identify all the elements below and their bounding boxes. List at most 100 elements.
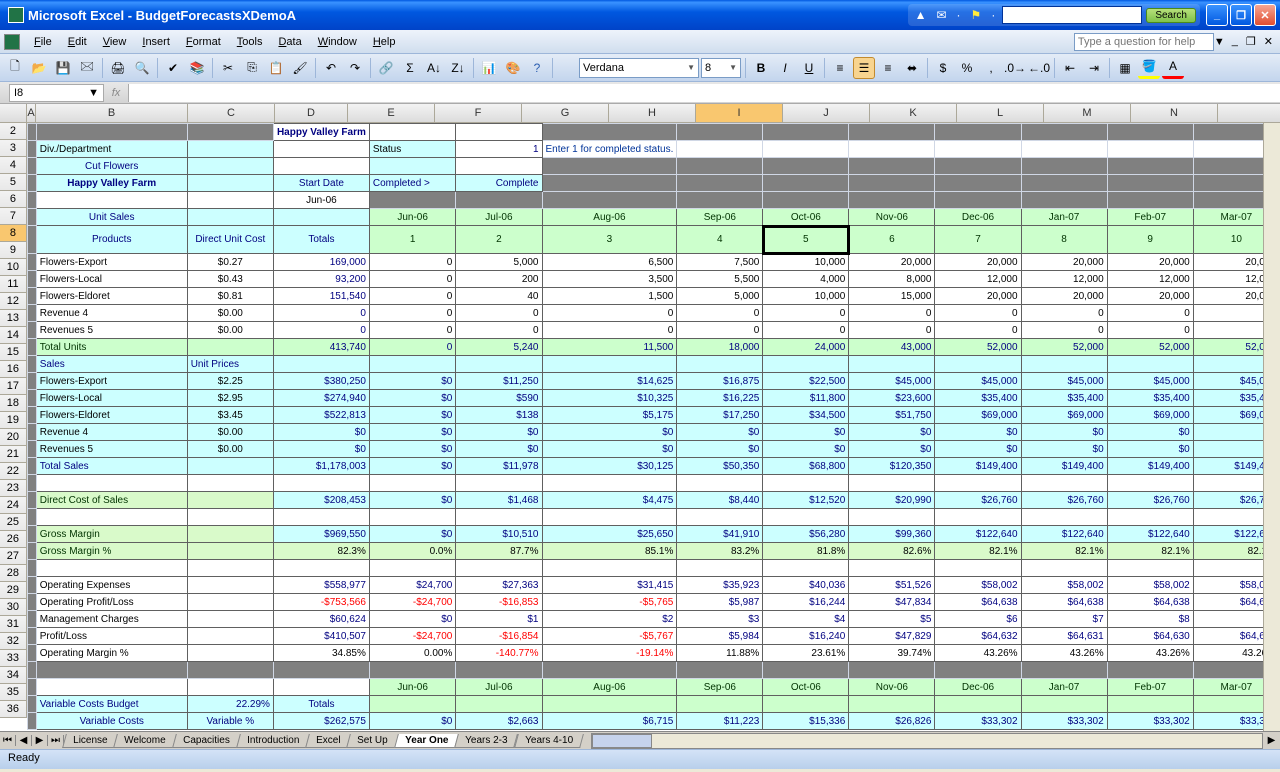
cell[interactable]: 7,500 <box>677 254 763 271</box>
cell[interactable] <box>935 475 1021 492</box>
currency-icon[interactable]: $ <box>932 57 954 79</box>
cell[interactable]: Aug-06 <box>542 679 677 696</box>
cell[interactable]: $7 <box>1021 611 1107 628</box>
cell[interactable]: $122,640 <box>935 526 1021 543</box>
cell[interactable] <box>369 475 455 492</box>
cell[interactable]: 6,500 <box>542 254 677 271</box>
col-header-L[interactable]: L <box>957 104 1044 122</box>
cell[interactable]: 15,000 <box>849 288 935 305</box>
cell[interactable] <box>849 662 935 679</box>
cell[interactable]: Dec-06 <box>935 209 1021 226</box>
link-icon[interactable]: 🔗 <box>375 57 397 79</box>
cell[interactable]: Operating Expenses <box>36 577 187 594</box>
cell[interactable] <box>1021 560 1107 577</box>
permission-icon[interactable]: 🖂 <box>76 57 98 79</box>
row-header-18[interactable]: 18 <box>0 395 27 412</box>
cell[interactable]: 0 <box>369 271 455 288</box>
cell[interactable] <box>935 141 1021 158</box>
cell[interactable]: 85.1% <box>542 543 677 560</box>
cell[interactable]: Feb-07 <box>1107 679 1193 696</box>
cell[interactable]: 0 <box>542 305 677 322</box>
row-header-3[interactable]: 3 <box>0 140 27 157</box>
cell[interactable]: 20,000 <box>1107 254 1193 271</box>
row-header-28[interactable]: 28 <box>0 565 27 582</box>
cell[interactable] <box>763 509 849 526</box>
cell[interactable] <box>187 560 273 577</box>
cell[interactable]: $0 <box>935 441 1021 458</box>
cell[interactable]: 1,500 <box>542 288 677 305</box>
cell[interactable]: 23.61% <box>763 645 849 662</box>
cell[interactable]: 40 <box>456 288 542 305</box>
sheet-tab-year one[interactable]: Year One <box>394 734 459 748</box>
col-header-G[interactable]: G <box>522 104 609 122</box>
cell[interactable]: $0 <box>456 424 542 441</box>
cell[interactable]: 4,000 <box>763 271 849 288</box>
row-header-33[interactable]: 33 <box>0 650 27 667</box>
paste-icon[interactable]: 📋 <box>265 57 287 79</box>
cell[interactable] <box>542 192 677 209</box>
cell[interactable] <box>27 543 36 560</box>
help-search-input[interactable] <box>1074 33 1214 51</box>
col-header-H[interactable]: H <box>609 104 696 122</box>
cell[interactable]: $0.00 <box>187 322 273 339</box>
cell[interactable]: $45,000 <box>1107 373 1193 390</box>
cell[interactable]: Oct-06 <box>763 679 849 696</box>
cell[interactable] <box>456 560 542 577</box>
cell[interactable] <box>1021 696 1107 713</box>
cell[interactable]: $149,400 <box>1107 458 1193 475</box>
cell[interactable]: $26,760 <box>935 492 1021 509</box>
excel-small-icon[interactable] <box>4 34 20 50</box>
dec-indent-icon[interactable]: ⇤ <box>1059 57 1081 79</box>
cell[interactable]: 6 <box>849 226 935 254</box>
cell[interactable]: 0 <box>677 305 763 322</box>
cell[interactable] <box>1021 124 1107 141</box>
cell[interactable]: 20,000 <box>935 288 1021 305</box>
cell[interactable]: 169,000 <box>273 254 369 271</box>
cell[interactable]: 82.6% <box>849 543 935 560</box>
cell[interactable]: $262,575 <box>273 713 369 730</box>
cell[interactable] <box>36 192 187 209</box>
cell[interactable] <box>369 124 455 141</box>
cell[interactable] <box>1021 356 1107 373</box>
cell[interactable]: $590 <box>456 390 542 407</box>
cell[interactable]: Start Date <box>273 175 369 192</box>
horizontal-scrollbar[interactable] <box>591 733 1263 749</box>
cell[interactable] <box>542 696 677 713</box>
cell[interactable]: Cut Flowers <box>36 158 187 175</box>
cell[interactable]: $23,600 <box>849 390 935 407</box>
cell[interactable] <box>27 662 36 679</box>
cell[interactable] <box>1107 509 1193 526</box>
cell[interactable]: $0.00 <box>187 441 273 458</box>
cell[interactable] <box>369 356 455 373</box>
cell[interactable]: 0 <box>1107 305 1193 322</box>
cell[interactable]: $1,178,003 <box>273 458 369 475</box>
col-header-A[interactable]: A <box>27 104 36 122</box>
sheet-tab-introduction[interactable]: Introduction <box>236 734 310 748</box>
cell[interactable]: Unit Sales <box>36 209 187 226</box>
cell[interactable]: $11,800 <box>763 390 849 407</box>
underline-icon[interactable]: U <box>798 57 820 79</box>
cell[interactable]: 12,000 <box>1021 271 1107 288</box>
cell[interactable]: $60,624 <box>273 611 369 628</box>
fx-icon[interactable]: fx <box>104 87 128 99</box>
cell[interactable] <box>27 141 36 158</box>
cell[interactable]: $0 <box>677 441 763 458</box>
cell[interactable]: 200 <box>456 271 542 288</box>
cell[interactable] <box>456 696 542 713</box>
menu-insert[interactable]: Insert <box>134 34 178 50</box>
cell[interactable] <box>187 339 273 356</box>
cell[interactable]: 12,000 <box>1107 271 1193 288</box>
cell[interactable] <box>187 158 273 175</box>
tab-first-icon[interactable]: ⏮ <box>0 735 16 746</box>
cell[interactable]: $120,350 <box>849 458 935 475</box>
cell[interactable] <box>849 356 935 373</box>
cell[interactable] <box>677 662 763 679</box>
align-right-icon[interactable]: ≡ <box>877 57 899 79</box>
cell[interactable]: Jun-06 <box>273 192 369 209</box>
cell[interactable] <box>187 209 273 226</box>
cell[interactable] <box>273 356 369 373</box>
cell[interactable]: $6,715 <box>542 713 677 730</box>
cell[interactable]: 0 <box>542 322 677 339</box>
autosum-icon[interactable]: Σ <box>399 57 421 79</box>
cell[interactable] <box>27 305 36 322</box>
